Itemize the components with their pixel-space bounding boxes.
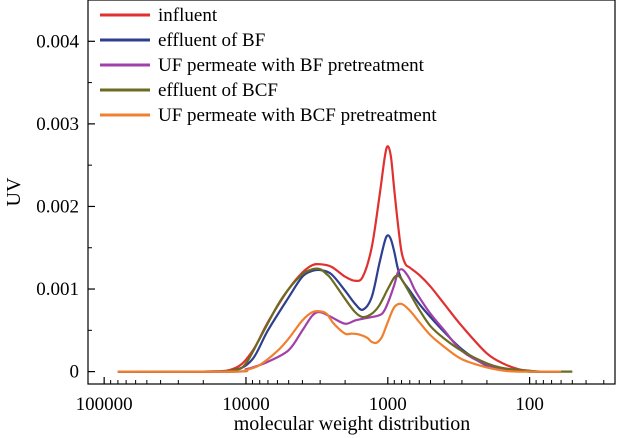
legend-label-5: UF permeate with BCF pretreatment: [158, 105, 437, 126]
y-tick-label-4: 0.003: [36, 114, 79, 135]
y-tick-label-1: 0: [70, 362, 80, 383]
x-tick-label-4: 100: [515, 394, 544, 415]
x-axis-title: molecular weight distribution: [234, 413, 471, 435]
y-axis-title: UV: [3, 177, 25, 206]
series-layer: [117, 145, 573, 373]
x-tick-label-1: 100000: [76, 394, 133, 415]
y-axis: 0 0.001 0.002 0.003 0.004: [36, 31, 95, 383]
y-tick-label-2: 0.001: [36, 279, 79, 300]
series-line-4: [117, 267, 573, 373]
series-line-3: [117, 268, 562, 373]
plot-frame: [87, 0, 616, 385]
y-tick-label-5: 0.004: [36, 31, 79, 52]
series-line-5: [117, 302, 562, 373]
legend: influent effluent of BF UF permeate with B…: [100, 5, 437, 126]
y-tick-label-3: 0.002: [36, 196, 79, 217]
legend-label-1: influent: [158, 5, 218, 26]
legend-label-4: effluent of BCF: [158, 80, 278, 101]
legend-label-3: UF permeate with BF pretreatment: [158, 55, 425, 76]
x-tick-label-2: 10000: [222, 394, 270, 415]
legend-label-2: effluent of BF: [158, 30, 265, 51]
series-line-1: [117, 145, 562, 373]
x-tick-label-3: 1000: [369, 394, 407, 415]
x-axis: 100000 10000 1000 100: [76, 377, 605, 415]
series-line-2: [117, 234, 562, 373]
